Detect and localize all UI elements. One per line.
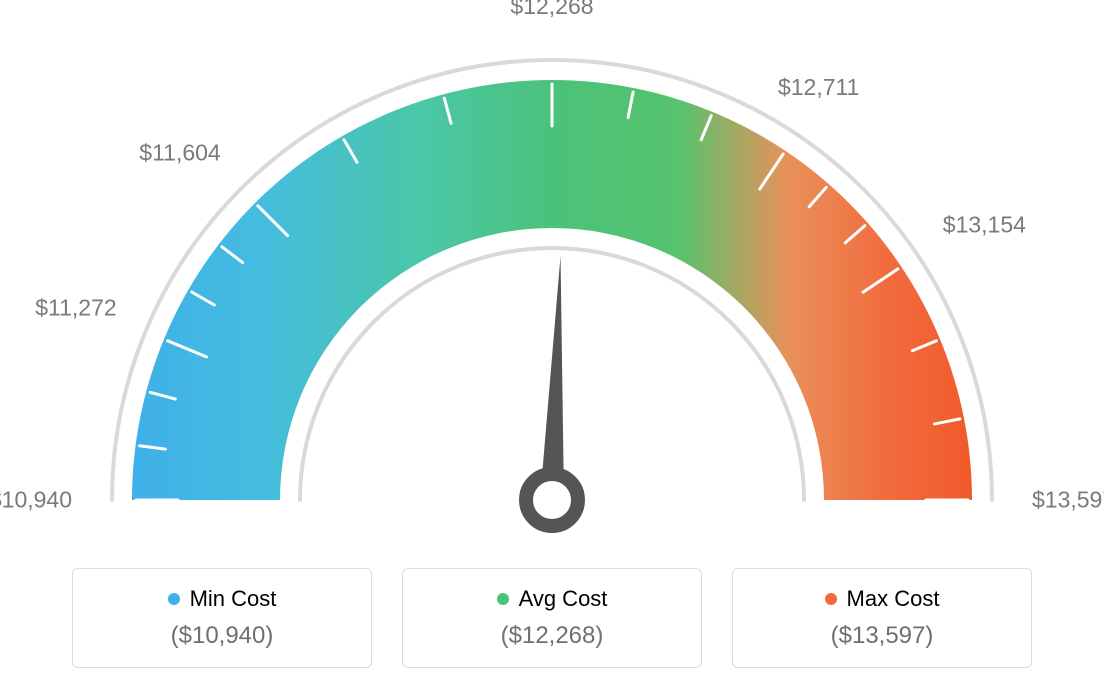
gauge-area: $10,940 $11,272 $11,604 $12,268 $12,711 $13,1… (0, 0, 1104, 540)
legend-value-avg: ($12,268) (501, 622, 604, 650)
legend-label-min: Min Cost (190, 586, 277, 612)
gauge-tick-label: $13,154 (943, 212, 1026, 239)
legend-card-min: Min Cost ($10,940) (72, 568, 372, 668)
legend-label-avg: Avg Cost (519, 586, 608, 612)
gauge-svg (0, 0, 1104, 540)
gauge-tick-label: $12,268 (510, 0, 593, 20)
legend-dot-max (825, 593, 837, 605)
gauge-chart-container: $10,940 $11,272 $11,604 $12,268 $12,711 $13,1… (0, 0, 1104, 690)
legend-head-avg: Avg Cost (497, 586, 608, 612)
legend-row: Min Cost ($10,940) Avg Cost ($12,268) Ma… (0, 568, 1104, 668)
legend-label-max: Max Cost (847, 586, 940, 612)
legend-dot-avg (497, 593, 509, 605)
legend-dot-min (168, 593, 180, 605)
legend-card-max: Max Cost ($13,597) (732, 568, 1032, 668)
gauge-tick-label: $11,604 (139, 139, 220, 166)
legend-head-max: Max Cost (825, 586, 940, 612)
legend-value-min: ($10,940) (171, 622, 274, 650)
gauge-tick-label: $13,597 (1032, 487, 1104, 514)
legend-value-max: ($13,597) (831, 622, 934, 650)
gauge-tick-label: $10,940 (0, 487, 72, 514)
legend-card-avg: Avg Cost ($12,268) (402, 568, 702, 668)
gauge-tick-label: $12,711 (778, 74, 859, 101)
gauge-tick-label: $11,272 (35, 295, 116, 322)
legend-head-min: Min Cost (168, 586, 277, 612)
